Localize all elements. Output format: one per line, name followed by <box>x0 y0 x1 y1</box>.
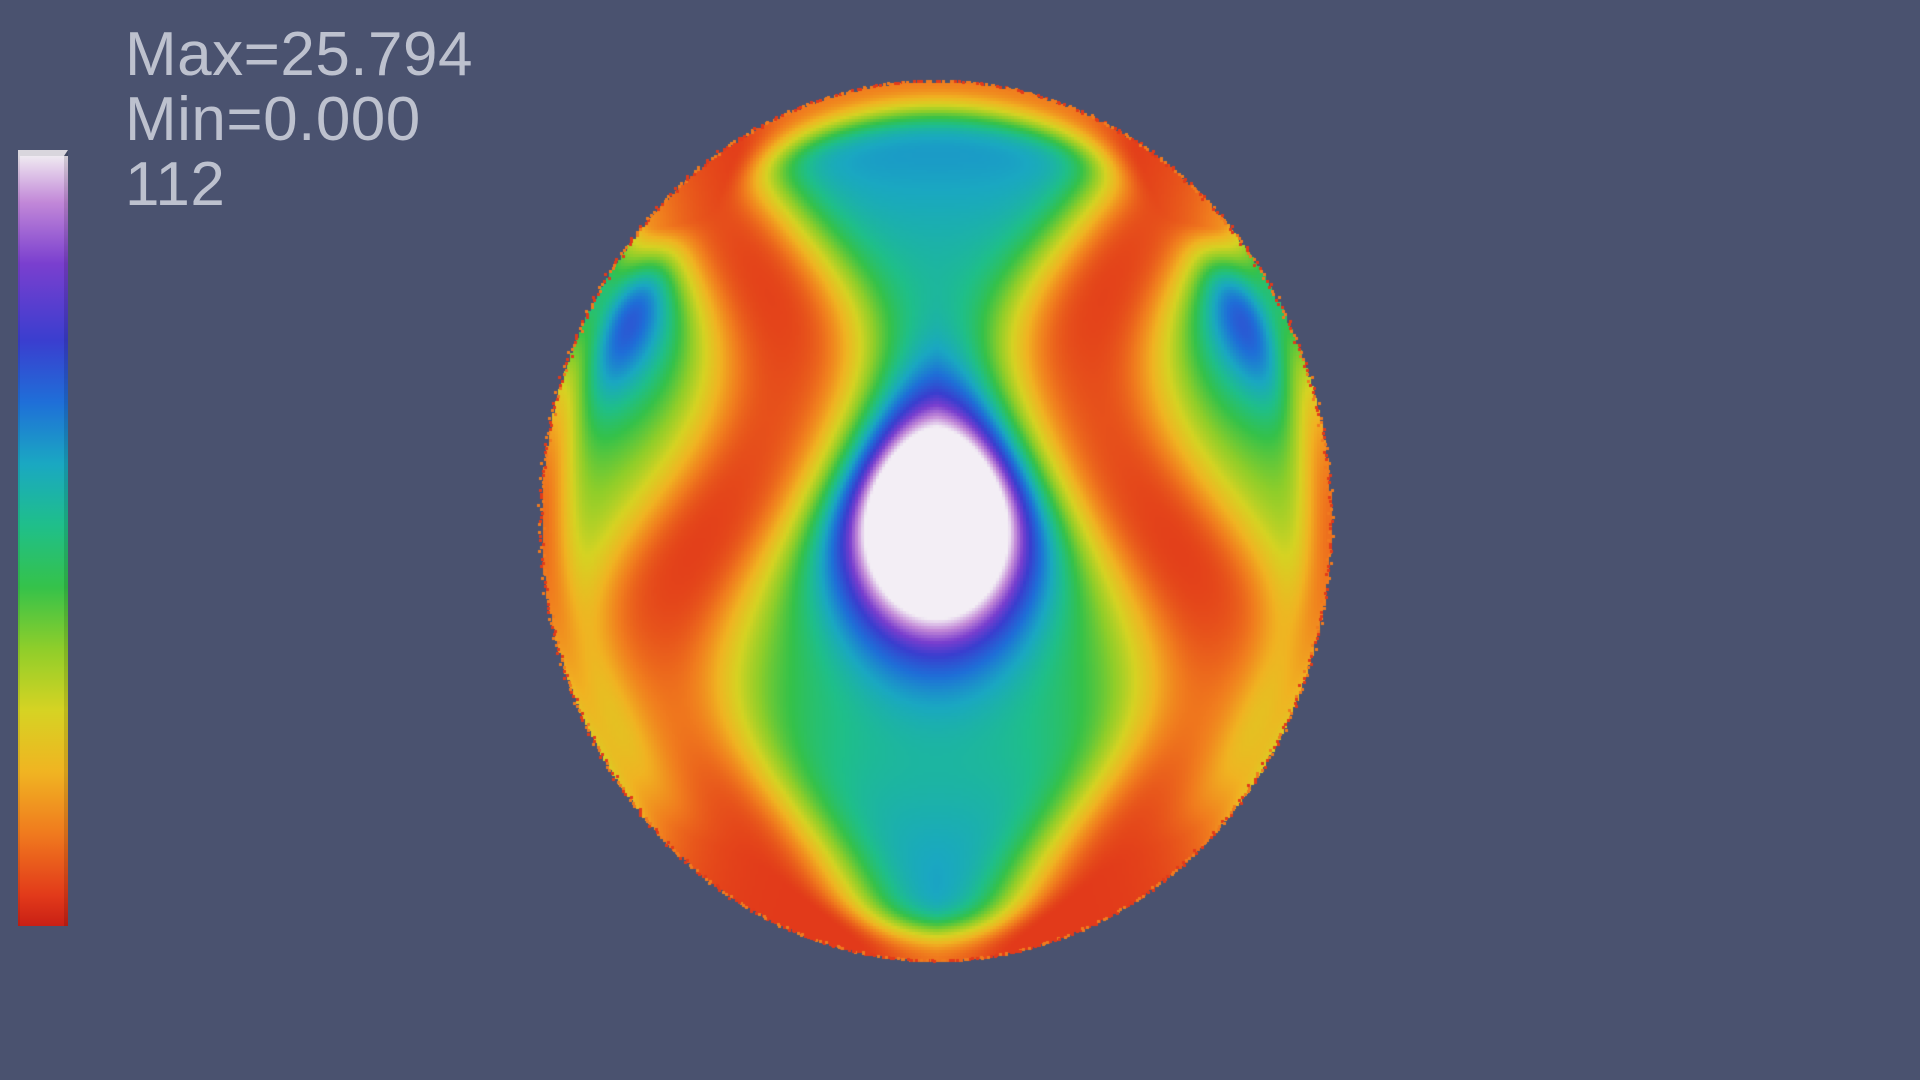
viewport: Max=25.794 Min=0.000 112 <box>0 0 1920 1080</box>
info-overlay: Max=25.794 Min=0.000 112 <box>125 22 473 217</box>
min-label: Min=0.000 <box>125 87 473 152</box>
max-label: Max=25.794 <box>125 22 473 87</box>
colorbar <box>18 150 68 926</box>
frame-label: 112 <box>125 152 473 217</box>
